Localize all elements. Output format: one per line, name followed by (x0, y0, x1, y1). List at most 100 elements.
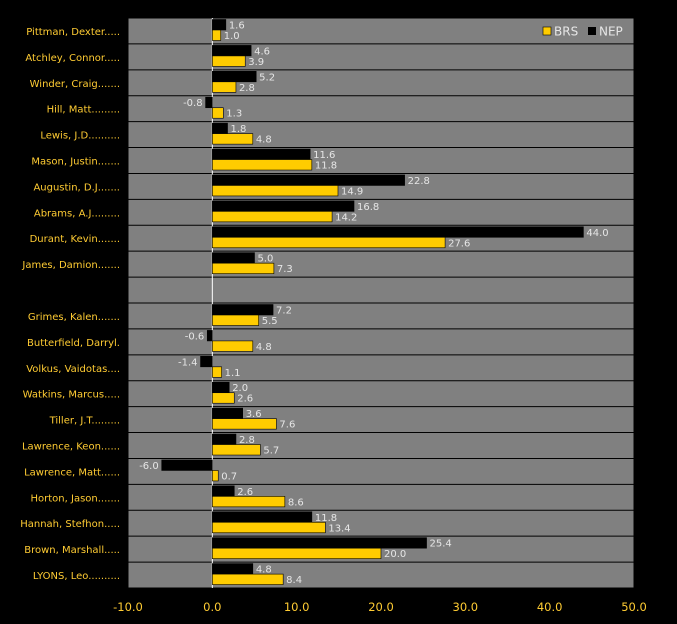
brs-bar (212, 547, 382, 559)
brs-bar (212, 314, 260, 326)
brs-value-label: 4.8 (256, 342, 272, 353)
brs-bar (212, 133, 254, 145)
brs-value-label: 14.2 (335, 212, 357, 223)
x-tick-label: 40.0 (537, 600, 563, 614)
brs-value-label: 0.7 (221, 471, 237, 482)
nep-value-label: -0.6 (185, 331, 205, 342)
brs-value-label: 13.4 (328, 523, 350, 534)
nep-bar (212, 226, 584, 238)
nep-bar (212, 407, 243, 419)
brs-bar (212, 55, 246, 67)
category-label: Brown, Marshall..... (24, 545, 120, 556)
category-label: Lewis, J.D.......... (40, 131, 120, 142)
category-label: Butterfield, Darryl. (27, 338, 120, 349)
nep-value-label: 5.2 (259, 72, 275, 83)
nep-value-label: 25.4 (430, 539, 452, 550)
nep-value-label: 44.0 (586, 228, 608, 239)
category-label: Winder, Craig....... (30, 79, 120, 90)
nep-value-label: 2.6 (237, 487, 253, 498)
nep-value-label: 1.8 (231, 124, 247, 135)
brs-bar (212, 262, 275, 274)
brs-value-label: 27.6 (448, 238, 470, 249)
brs-bar (212, 29, 222, 41)
brs-bar (212, 81, 237, 93)
nep-bar (212, 485, 235, 497)
brs-value-label: 8.6 (288, 497, 304, 508)
nep-bar (212, 148, 311, 160)
category-label: Mason, Justin....... (31, 157, 120, 168)
nep-value-label: 7.2 (276, 306, 292, 317)
brs-value-label: 5.5 (262, 316, 278, 327)
brs-bar (212, 496, 286, 508)
brs-value-label: 5.7 (263, 446, 279, 457)
nep-bar (212, 563, 254, 575)
brs-value-label: 14.9 (341, 186, 363, 197)
category-label: Horton, Jason....... (31, 493, 120, 504)
nep-value-label: 1.6 (229, 21, 245, 32)
nep-value-label: 5.0 (258, 254, 274, 265)
nep-value-label: 4.8 (256, 565, 272, 576)
brs-value-label: 8.4 (286, 575, 302, 586)
x-tick-label: 50.0 (621, 600, 647, 614)
brs-bar (212, 470, 219, 482)
nep-bar (212, 252, 255, 264)
brs-bar (212, 366, 222, 378)
legend-swatch-nep (588, 27, 596, 35)
brs-value-label: 7.6 (279, 420, 295, 431)
brs-bar (212, 236, 446, 249)
category-label: Lawrence, Matt...... (24, 467, 120, 478)
category-label: Hill, Matt......... (47, 105, 120, 116)
nep-bar (212, 537, 427, 549)
legend-swatch-brs (542, 26, 552, 36)
nep-value-label: 11.8 (315, 513, 337, 524)
brs-bar (212, 521, 326, 534)
brs-value-label: 20.0 (384, 549, 406, 560)
category-label: Pittman, Dexter..... (26, 27, 120, 38)
brs-value-label: 1.3 (226, 109, 242, 120)
brs-bar (212, 185, 339, 197)
legend-label-nep: NEP (599, 25, 623, 39)
nep-value-label: -0.8 (183, 98, 203, 109)
x-tick-label: 0.0 (203, 600, 221, 614)
legend-label-brs: BRS (554, 25, 578, 39)
category-label: Grimes, Kalen....... (28, 312, 120, 323)
brs-value-label: 4.8 (256, 135, 272, 146)
x-tick-label: 30.0 (453, 600, 479, 614)
nep-bar (212, 433, 237, 445)
category-label: Watkins, Marcus..... (23, 390, 120, 401)
nep-bar (212, 304, 274, 316)
brs-value-label: 7.3 (277, 264, 293, 275)
nep-bar (212, 45, 252, 57)
category-label: Hannah, Stefhon..... (20, 519, 120, 530)
nep-value-label: 16.8 (357, 202, 379, 213)
nep-value-label: -6.0 (139, 461, 159, 472)
x-tick-label: 10.0 (284, 600, 310, 614)
category-label: LYONS, Leo.......... (33, 571, 120, 582)
nep-bar (212, 511, 313, 523)
brs-bar (212, 418, 277, 430)
x-tick-label: -10.0 (113, 600, 143, 614)
nep-bar (200, 356, 213, 368)
nep-value-label: 11.6 (313, 150, 335, 161)
brs-value-label: 2.8 (239, 83, 255, 94)
brs-value-label: 1.1 (225, 368, 241, 379)
nep-bar (212, 19, 227, 31)
nep-value-label: 22.8 (408, 176, 430, 187)
brs-bar (212, 392, 235, 404)
nep-value-label: 3.6 (246, 409, 262, 420)
category-label: James, Damion....... (21, 260, 120, 271)
category-label: Volkus, Vaidotas.... (26, 364, 120, 375)
category-label: Augustin, D.J....... (33, 182, 120, 193)
category-label: Atchley, Connor..... (25, 53, 120, 64)
brs-bar (212, 444, 261, 456)
brs-bar (212, 211, 333, 223)
brs-value-label: 11.8 (315, 161, 337, 172)
brs-value-label: 2.6 (237, 394, 253, 405)
nep-bar (212, 381, 230, 394)
brs-value-label: 1.0 (224, 31, 240, 42)
nep-bar (205, 96, 213, 109)
category-label: Durant, Kevin....... (30, 234, 120, 245)
brs-bar (212, 107, 224, 119)
nep-value-label: -1.4 (178, 357, 198, 368)
